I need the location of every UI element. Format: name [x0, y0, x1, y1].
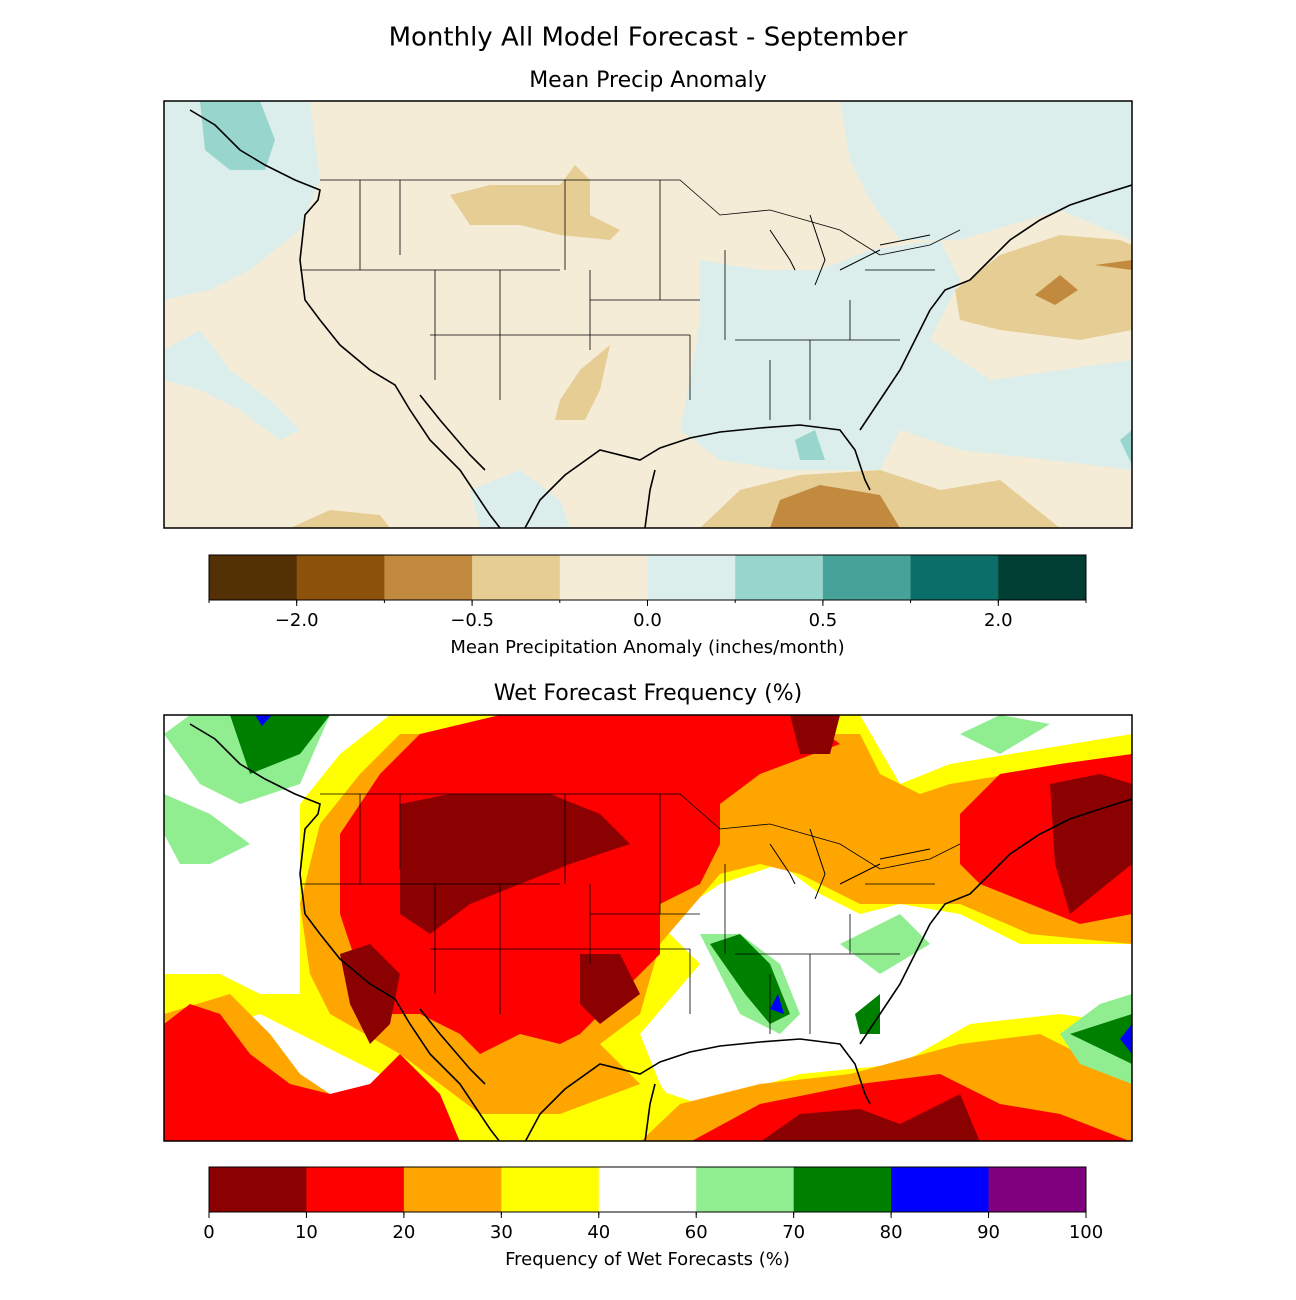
- colorbar-swatch: [793, 1167, 892, 1212]
- colorbar: −2.0 −0.5 0.0 0.5 2.0 Mean Precipitation Anom…: [208, 554, 1087, 658]
- colorbar-swatch: [988, 1167, 1087, 1212]
- map-frame: [163, 100, 1133, 529]
- colorbar-tick-label: −2.0: [275, 610, 319, 631]
- colorbar-swatch: [296, 555, 385, 600]
- colorbar-tick-label: 30: [490, 1222, 513, 1243]
- colorbar-tick-label: 0.0: [633, 610, 662, 631]
- figure-title: Monthly All Model Forecast - September: [389, 23, 908, 53]
- colorbar-swatch: [822, 555, 912, 600]
- colorbar-tick-label: −0.5: [450, 610, 494, 631]
- colorbar-tick-label: 10: [295, 1222, 318, 1243]
- colorbar-tick-label: 60: [685, 1222, 708, 1243]
- wet-frequency-map: [164, 715, 1132, 1141]
- colorbar-tick-label: 0.5: [809, 610, 838, 631]
- colorbar-frame: [208, 1166, 1087, 1213]
- colorbar-label: Mean Precipitation Anomaly (inches/month…: [450, 637, 844, 658]
- map-frame: [163, 714, 1133, 1142]
- colorbar-label: Frequency of Wet Forecasts (%): [505, 1249, 790, 1270]
- precip-anomaly-map: [164, 101, 1132, 528]
- colorbar: 0 10 20 30 40 60 70 80 90 100 Frequency of Wet For…: [203, 1166, 1103, 1270]
- colorbar-tick-label: 100: [1069, 1222, 1103, 1243]
- panel-title: Mean Precip Anomaly: [529, 68, 767, 93]
- colorbar-tick-label: 2.0: [984, 610, 1013, 631]
- colorbar-swatch: [891, 1167, 990, 1212]
- colorbar-swatch: [384, 555, 473, 600]
- panel-title: Wet Forecast Frequency (%): [494, 681, 802, 706]
- colorbar-swatch: [209, 1167, 307, 1212]
- colorbar-tick-label: 20: [392, 1222, 415, 1243]
- colorbar-swatch: [306, 1167, 405, 1212]
- colorbar-tick-label: 70: [782, 1222, 805, 1243]
- colorbar-swatch: [647, 555, 736, 600]
- colorbar-swatch: [910, 555, 999, 600]
- colorbar-swatch: [559, 555, 648, 600]
- colorbar-swatch: [696, 1167, 795, 1212]
- colorbar-swatch: [403, 1167, 502, 1212]
- colorbar-swatch: [472, 555, 561, 600]
- colorbar-tick-label: 40: [587, 1222, 610, 1243]
- colorbar-swatch: [598, 1167, 697, 1212]
- colorbar-swatch: [209, 555, 298, 600]
- colorbar-swatch: [735, 555, 824, 600]
- colorbar-tick-label: 90: [977, 1222, 1000, 1243]
- colorbar-swatch: [998, 555, 1087, 600]
- colorbar-swatch: [501, 1167, 600, 1212]
- colorbar-tick-label: 80: [880, 1222, 903, 1243]
- colorbar-tick-label: 0: [203, 1222, 214, 1243]
